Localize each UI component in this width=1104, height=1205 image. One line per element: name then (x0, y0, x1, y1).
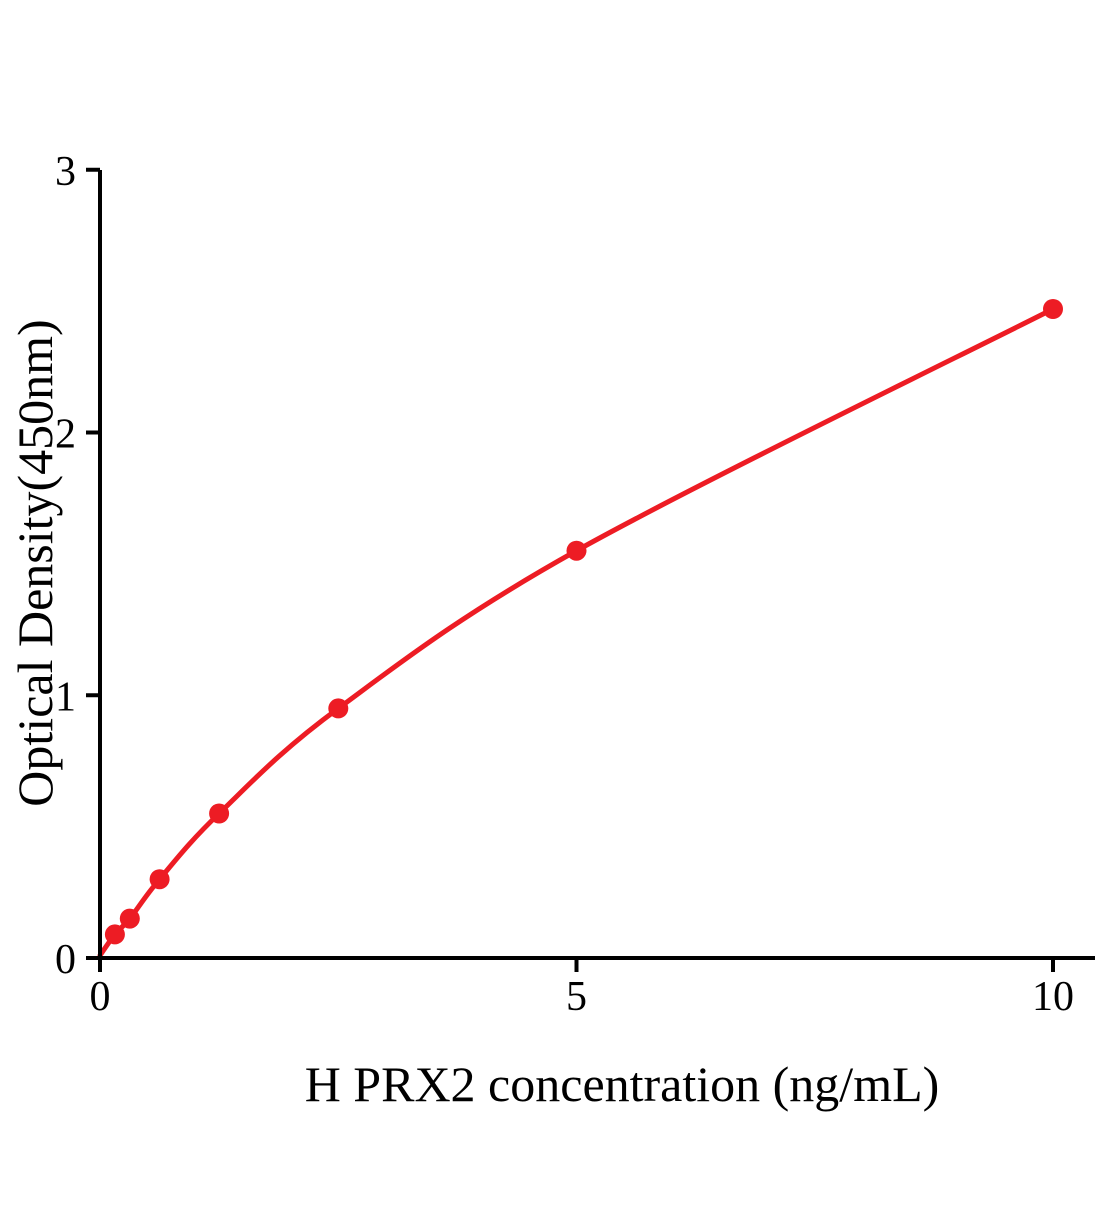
x-tick-label-0: 0 (90, 974, 111, 1020)
ticks-layer: 0 5 10 0 1 2 3 (55, 149, 1074, 1020)
y-tick-label-2: 2 (55, 412, 76, 458)
x-tick-label-5: 5 (566, 974, 587, 1020)
data-point-5 (566, 540, 587, 561)
x-tick-label-10: 10 (1032, 974, 1074, 1020)
data-point-0.313 (119, 908, 140, 929)
y-tick-label-3: 3 (55, 149, 76, 195)
data-point-2.5 (328, 698, 349, 719)
data-point-1.25 (209, 803, 230, 824)
data-point-0.625 (149, 869, 170, 890)
data-point-0.156 (104, 924, 125, 945)
standard-curve-line (97, 306, 1056, 958)
y-axis-label: Optical Density(450nm) (7, 319, 63, 806)
axes-layer (98, 170, 1095, 960)
data-point-10 (1043, 299, 1063, 319)
y-tick-label-0: 0 (55, 937, 76, 983)
series-layer (97, 299, 1063, 958)
x-axis-label: H PRX2 concentration (ng/mL) (305, 1056, 940, 1112)
y-tick-label-1: 1 (55, 674, 76, 720)
